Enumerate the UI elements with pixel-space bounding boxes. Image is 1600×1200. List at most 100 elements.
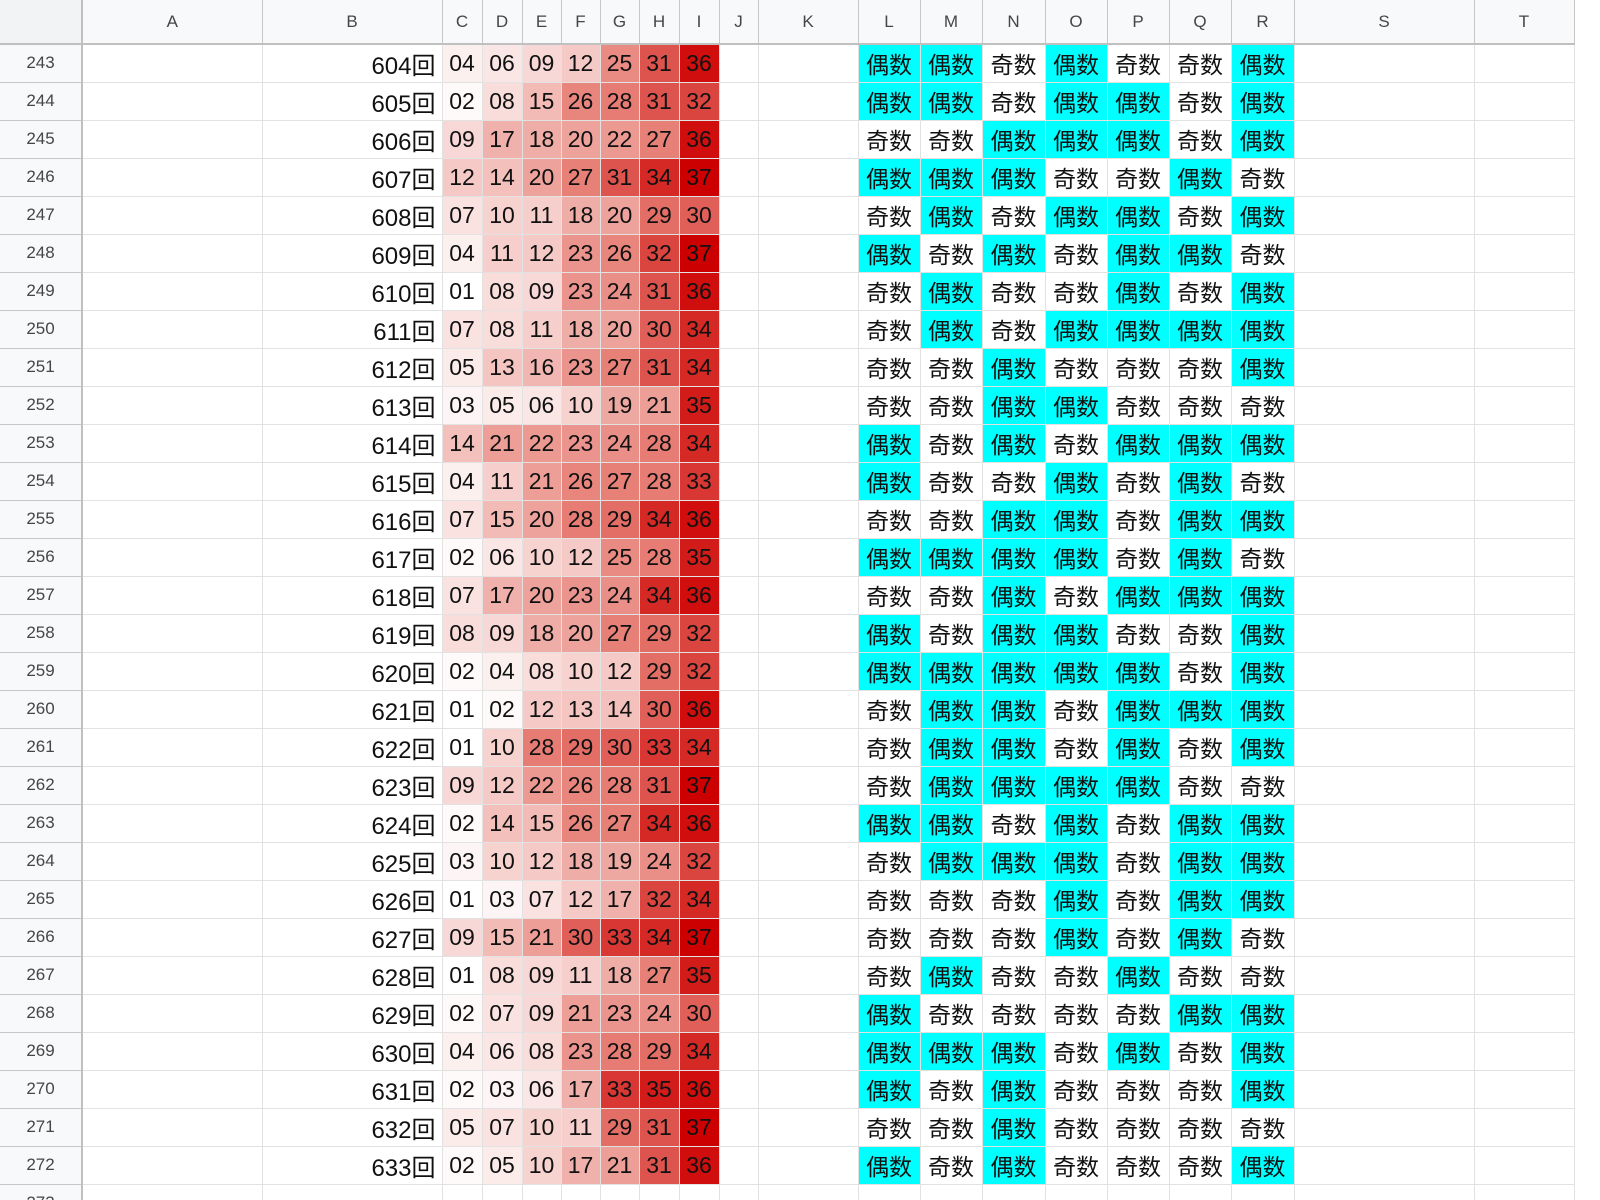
- cell-c-number[interactable]: 12: [442, 158, 483, 197]
- cell-g-number[interactable]: 24: [600, 424, 640, 463]
- cell-d-number[interactable]: 03: [482, 1070, 523, 1109]
- cell-o-parity[interactable]: 偶数: [1045, 196, 1108, 235]
- cell-t[interactable]: [1474, 690, 1575, 729]
- cell-d-number[interactable]: 06: [482, 538, 523, 577]
- cell-t[interactable]: [1474, 348, 1575, 387]
- cell-i-number[interactable]: 36: [679, 690, 720, 729]
- cell-k[interactable]: [758, 120, 859, 159]
- cell-l-parity[interactable]: 奇数: [858, 918, 921, 957]
- cell-e-number[interactable]: 16: [522, 348, 562, 387]
- cell-n-parity[interactable]: 偶数: [982, 614, 1046, 653]
- cell-d-number[interactable]: 08: [482, 272, 523, 311]
- cell-m-parity[interactable]: 偶数: [920, 538, 983, 577]
- cell-r-parity[interactable]: 偶数: [1231, 120, 1295, 159]
- cell-h-number[interactable]: 35: [639, 1070, 680, 1109]
- cell-b-round[interactable]: 621回: [262, 690, 443, 729]
- row-header[interactable]: 255: [0, 500, 83, 539]
- cell-g-number[interactable]: 27: [600, 348, 640, 387]
- cell-i-number[interactable]: 36: [679, 804, 720, 843]
- cell-e-number[interactable]: 20: [522, 576, 562, 615]
- cell-m-parity[interactable]: 奇数: [920, 1108, 983, 1147]
- cell-c-number[interactable]: 09: [442, 766, 483, 805]
- cell-b-round[interactable]: 608回: [262, 196, 443, 235]
- cell-k[interactable]: [758, 462, 859, 501]
- cell-g-number[interactable]: 33: [600, 918, 640, 957]
- cell-f-number[interactable]: 27: [561, 158, 601, 197]
- cell-f-number[interactable]: 26: [561, 766, 601, 805]
- cell-l-parity[interactable]: 奇数: [858, 690, 921, 729]
- cell-q-parity[interactable]: 奇数: [1169, 196, 1232, 235]
- cell-l-parity[interactable]: 奇数: [858, 956, 921, 995]
- cell-h-number[interactable]: 34: [639, 804, 680, 843]
- cell-i-number[interactable]: 35: [679, 386, 720, 425]
- cell-s[interactable]: [1294, 994, 1475, 1033]
- cell-k[interactable]: [758, 766, 859, 805]
- cell-l-parity[interactable]: 奇数: [858, 386, 921, 425]
- cell-f-number[interactable]: 26: [561, 82, 601, 121]
- cell-t[interactable]: [1474, 272, 1575, 311]
- cell-i-number[interactable]: 32: [679, 842, 720, 881]
- cell-p-parity[interactable]: 偶数: [1107, 424, 1170, 463]
- cell-o-parity[interactable]: 偶数: [1045, 804, 1108, 843]
- table-row[interactable]: 248 609回 04 11 12 23 26 32 37 偶数 奇数 偶数 奇数 偶数 偶数 奇数: [0, 234, 1575, 273]
- cell-i-number[interactable]: 36: [679, 120, 720, 159]
- cell-o-parity[interactable]: 奇数: [1045, 1032, 1108, 1071]
- table-row[interactable]: 252 613回 03 05 06 10 19 21 35 奇数 奇数 偶数 偶数 奇数 奇数 奇数: [0, 386, 1575, 425]
- cell-k[interactable]: [758, 310, 859, 349]
- cell-d-number[interactable]: 10: [482, 728, 523, 767]
- cell-p-parity[interactable]: 奇数: [1107, 500, 1170, 539]
- cell-q-parity[interactable]: 奇数: [1169, 1070, 1232, 1109]
- table-row[interactable]: 249 610回 01 08 09 23 24 31 36 奇数 偶数 奇数 奇数 偶数 奇数 偶数: [0, 272, 1575, 311]
- cell-f-number[interactable]: 23: [561, 348, 601, 387]
- cell-k[interactable]: [758, 956, 859, 995]
- cell-m-parity[interactable]: 奇数: [920, 120, 983, 159]
- cell-h-number[interactable]: 29: [639, 1032, 680, 1071]
- cell-r-parity[interactable]: 奇数: [1231, 1108, 1295, 1147]
- cell-s[interactable]: [1294, 158, 1475, 197]
- cell-n-parity[interactable]: 奇数: [982, 804, 1046, 843]
- cell-q-parity[interactable]: 奇数: [1169, 956, 1232, 995]
- cell-h-number[interactable]: 28: [639, 538, 680, 577]
- cell-j[interactable]: [719, 44, 759, 83]
- cell-g-number[interactable]: 25: [600, 44, 640, 83]
- row-header[interactable]: 262: [0, 766, 83, 805]
- cell-p-parity[interactable]: 奇数: [1107, 1108, 1170, 1147]
- cell-k[interactable]: [758, 500, 859, 539]
- row-header[interactable]: 259: [0, 652, 83, 691]
- cell-a[interactable]: [82, 842, 263, 881]
- cell-g-number[interactable]: 28: [600, 82, 640, 121]
- cell-j[interactable]: [719, 842, 759, 881]
- cell-t[interactable]: [1474, 804, 1575, 843]
- cell-a[interactable]: [82, 44, 263, 83]
- cell-n-parity[interactable]: 偶数: [982, 766, 1046, 805]
- cell-q-parity[interactable]: 奇数: [1169, 82, 1232, 121]
- cell-m-parity[interactable]: 奇数: [920, 348, 983, 387]
- cell-t[interactable]: [1474, 196, 1575, 235]
- cell-e-number[interactable]: 10: [522, 1108, 562, 1147]
- cell-j[interactable]: [719, 424, 759, 463]
- cell-i-number[interactable]: 36: [679, 272, 720, 311]
- cell-f-number[interactable]: 12: [561, 880, 601, 919]
- cell-l-parity[interactable]: 偶数: [858, 44, 921, 83]
- cell-n-parity[interactable]: 偶数: [982, 234, 1046, 273]
- cell-p-parity[interactable]: 偶数: [1107, 120, 1170, 159]
- cell-e-number[interactable]: 06: [522, 386, 562, 425]
- cell-p-parity[interactable]: 奇数: [1107, 918, 1170, 957]
- cell-q-parity[interactable]: 偶数: [1169, 424, 1232, 463]
- cell-a[interactable]: [82, 880, 263, 919]
- cell-f-number[interactable]: 23: [561, 424, 601, 463]
- cell-m-parity[interactable]: 偶数: [920, 272, 983, 311]
- cell-o-parity[interactable]: 奇数: [1045, 424, 1108, 463]
- cell-l-parity[interactable]: 奇数: [858, 1108, 921, 1147]
- cell-l-parity[interactable]: 偶数: [858, 158, 921, 197]
- cell-b-round[interactable]: 605回: [262, 82, 443, 121]
- cell-c-number[interactable]: 07: [442, 576, 483, 615]
- table-row[interactable]: 262 623回 09 12 22 26 28 31 37 奇数 偶数 偶数 偶数 偶数 奇数 奇数: [0, 766, 1575, 805]
- table-row[interactable]: 268 629回 02 07 09 21 23 24 30 偶数 奇数 奇数 奇数 奇数 偶数 偶数: [0, 994, 1575, 1033]
- cell-a[interactable]: [82, 424, 263, 463]
- cell-q-parity[interactable]: 偶数: [1169, 500, 1232, 539]
- cell-r-parity[interactable]: 偶数: [1231, 842, 1295, 881]
- cell-s[interactable]: [1294, 538, 1475, 577]
- cell-t[interactable]: [1474, 234, 1575, 273]
- cell-b-round[interactable]: 614回: [262, 424, 443, 463]
